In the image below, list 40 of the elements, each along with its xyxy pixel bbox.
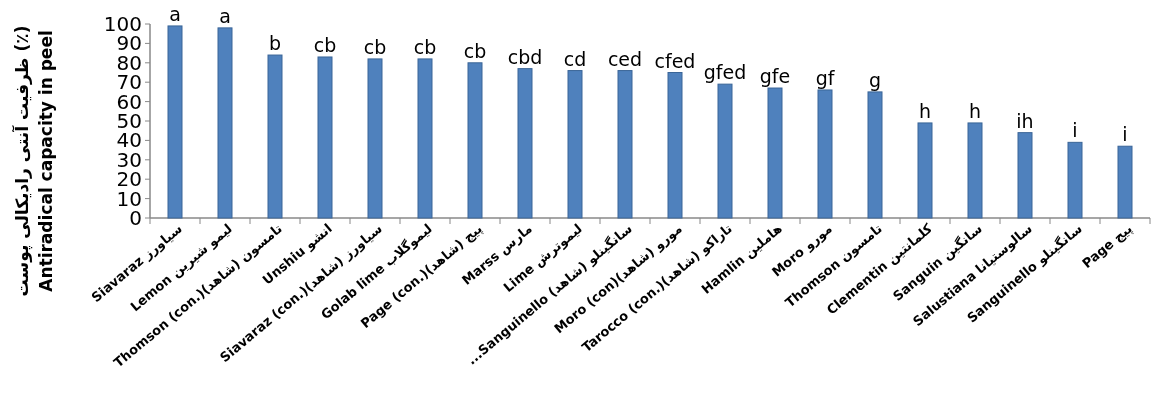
data-label: b (268, 32, 282, 55)
data-label: a (169, 2, 181, 25)
data-label: gf (815, 66, 836, 89)
bar (317, 56, 333, 219)
bar (1017, 132, 1033, 219)
data-label: cfed (654, 49, 696, 72)
bar (267, 54, 283, 219)
data-label: gfed (703, 61, 747, 84)
data-label: g (868, 68, 882, 91)
bar (417, 58, 433, 219)
data-label: a (219, 4, 231, 27)
data-label: cbd (507, 45, 543, 68)
data-label: gfe (759, 65, 791, 88)
bar (567, 70, 583, 219)
bar (517, 68, 533, 219)
bar (1117, 145, 1133, 219)
data-label: cb (413, 35, 437, 58)
bar (367, 58, 383, 219)
data-label: cb (463, 39, 487, 62)
data-label: ced (607, 47, 643, 70)
bar (867, 91, 883, 219)
bar (967, 122, 983, 219)
data-label: cd (563, 47, 587, 70)
data-label: h (918, 99, 932, 122)
data-label: h (968, 99, 982, 122)
bar (217, 27, 233, 219)
data-label: cb (363, 35, 387, 58)
bar (767, 87, 783, 219)
bar (717, 83, 733, 219)
data-label: cb (313, 33, 337, 56)
bar (617, 70, 633, 219)
data-label: i (1122, 123, 1128, 146)
bar (1067, 141, 1083, 219)
bar (917, 122, 933, 219)
data-label: ih (1016, 109, 1034, 132)
bar (167, 25, 183, 219)
bar (817, 89, 833, 219)
data-label: i (1072, 119, 1078, 142)
bar (467, 62, 483, 219)
bar (667, 72, 683, 219)
